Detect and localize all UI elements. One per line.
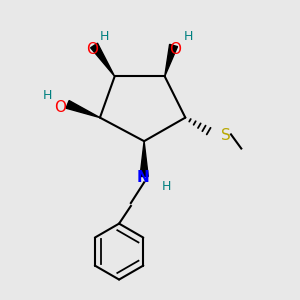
Text: H: H	[42, 89, 52, 102]
Text: O: O	[54, 100, 66, 115]
Polygon shape	[165, 44, 178, 76]
Text: O: O	[87, 42, 99, 57]
Text: O: O	[169, 42, 181, 57]
Text: N: N	[136, 170, 149, 185]
Text: H: H	[100, 30, 109, 43]
Polygon shape	[91, 43, 115, 76]
Text: S: S	[221, 128, 230, 143]
Text: H: H	[161, 180, 171, 193]
Text: H: H	[184, 30, 193, 43]
Polygon shape	[140, 141, 148, 176]
Polygon shape	[66, 100, 100, 118]
